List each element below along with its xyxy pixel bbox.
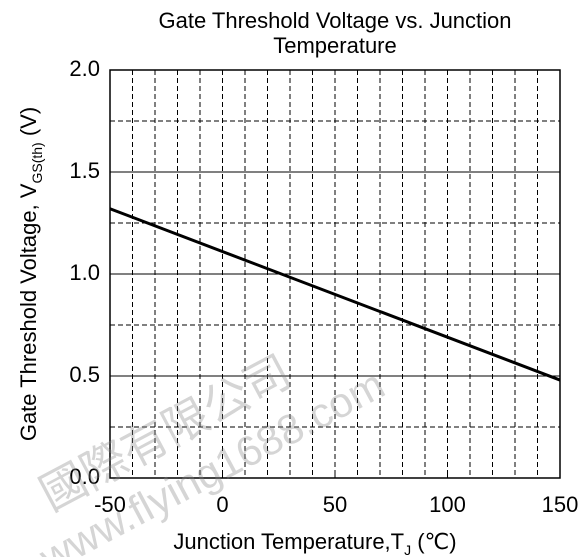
y-axis-label-part: (V) (16, 107, 41, 142)
data-line (109, 207, 561, 382)
x-tick-label: 0 (216, 492, 228, 517)
x-axis-label-part: Junction Temperature,T (173, 529, 404, 554)
y-axis-label: Gate Threshold Voltage, VGS(th) (V) (16, 107, 45, 441)
y-tick-label: 2.0 (69, 56, 100, 81)
x-tick-label: 150 (542, 492, 579, 517)
plot-frame (109, 69, 561, 479)
y-axis-label-part: Gate Threshold Voltage, V (16, 183, 41, 441)
y-tick-label: 0.0 (69, 464, 100, 489)
y-tick-label: 0.5 (69, 362, 100, 387)
chart-title: Gate Threshold Voltage vs. Junction Temp… (158, 8, 512, 58)
x-tick-label: 50 (323, 492, 347, 517)
x-axis-label: Junction Temperature,TJ (℃) (173, 529, 456, 557)
y-axis-label-part: GS(th) (29, 142, 45, 183)
x-axis-label-part: J (404, 542, 411, 557)
x-tick-label: 100 (429, 492, 466, 517)
x-tick-label: -50 (94, 492, 126, 517)
x-axis-label-part: (℃) (411, 529, 456, 554)
y-tick-label: 1.0 (69, 260, 100, 285)
y-tick-label: 1.5 (69, 158, 100, 183)
